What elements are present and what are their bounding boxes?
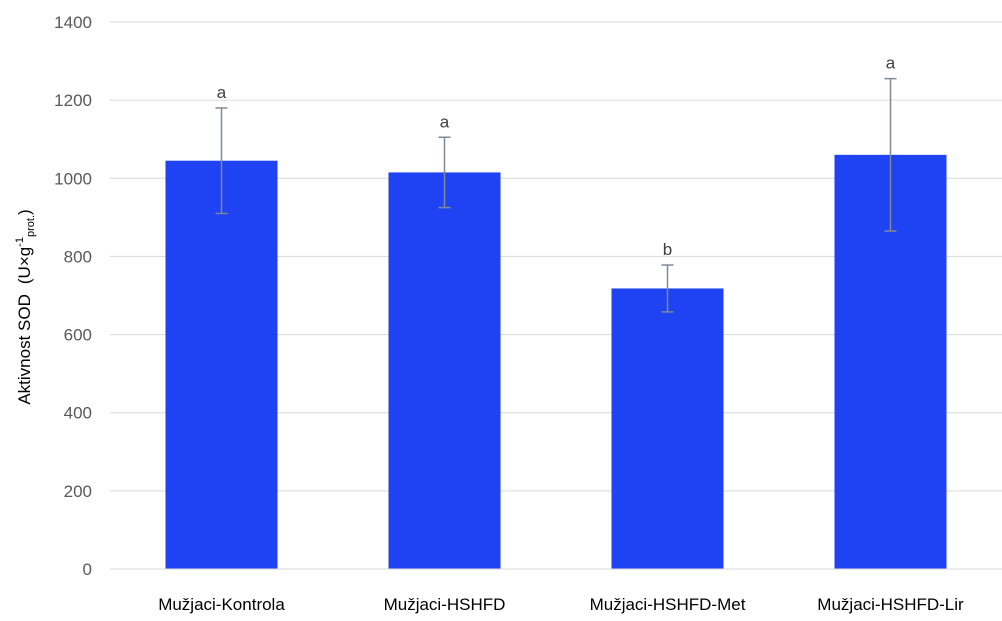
y-tick-label: 1400 [54, 13, 92, 32]
x-category-label: Mužjaci-HSHFD-Met [590, 595, 746, 614]
y-tick-label: 200 [64, 482, 92, 501]
x-category-label: Mužjaci-HSHFD [384, 595, 506, 614]
y-axis-title-main: Aktivnost SOD [15, 294, 34, 405]
error-bar [215, 107, 228, 215]
y-axis-title-open: (U×g [15, 247, 34, 284]
y-axis-ticks: 0 200 400 600 800 1000 1200 1400 [54, 13, 92, 579]
y-tick-label: 800 [64, 247, 92, 266]
bar [611, 288, 724, 569]
y-axis-title: Aktivnost SOD (U×g-1prot.) [14, 209, 37, 404]
significance-letter: b [663, 240, 672, 259]
error-bar [438, 136, 451, 209]
y-tick-label: 0 [83, 560, 92, 579]
x-axis-categories: Mužjaci-Kontrola Mužjaci-HSHFD Mužjaci-HSH… [158, 595, 964, 614]
significance-letters: a a b a [217, 54, 896, 259]
y-tick-label: 400 [64, 404, 92, 423]
significance-letter: a [440, 112, 450, 131]
significance-letter: a [886, 54, 896, 73]
x-category-label: Mužjaci-Kontrola [158, 595, 285, 614]
y-tick-label: 1200 [54, 91, 92, 110]
y-axis-title-close: ) [15, 209, 34, 215]
bars [165, 154, 947, 570]
y-tick-label: 1000 [54, 169, 92, 188]
x-category-label: Mužjaci-HSHFD-Lir [817, 595, 964, 614]
bar [165, 160, 278, 570]
y-tick-label: 600 [64, 326, 92, 345]
error-bar [661, 264, 674, 313]
error-bars [215, 77, 897, 313]
significance-letter: a [217, 83, 227, 102]
y-axis-title-superscript: -1 [14, 237, 26, 247]
y-axis-title-subscript: prot. [25, 215, 37, 237]
error-bar [884, 77, 897, 232]
bar [388, 172, 501, 570]
